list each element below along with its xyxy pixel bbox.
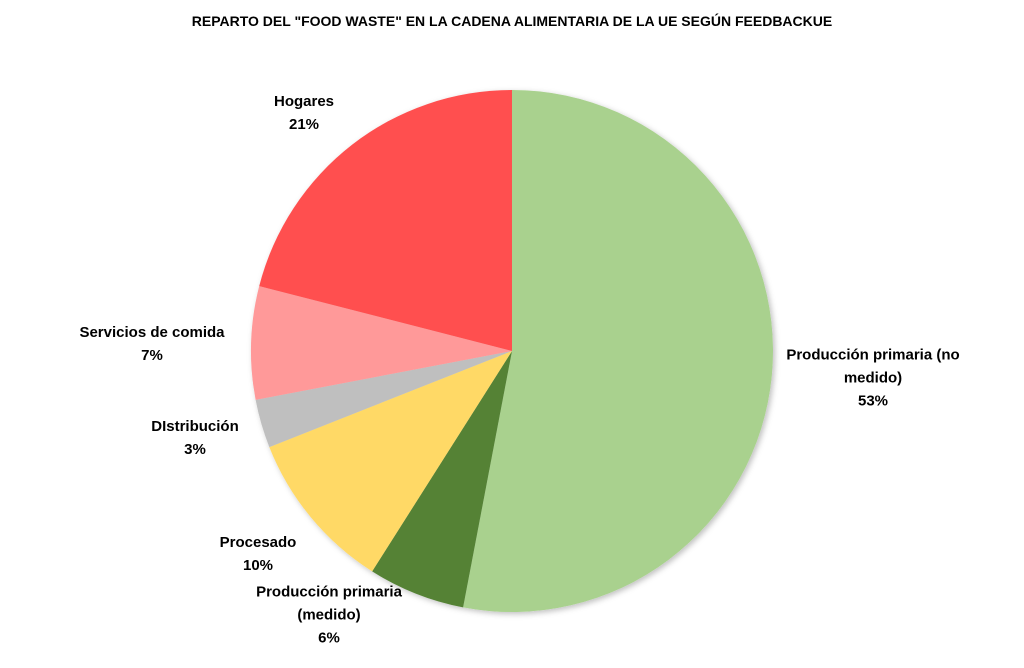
slice-label: Procesado 10% — [198, 531, 318, 577]
slice-label: Producción primaria (medido) 6% — [239, 581, 419, 650]
category-label: Hogares — [273, 93, 335, 110]
category-label: Producción primaria (no medido) — [786, 346, 960, 387]
slice-label: Servicios de comida 7% — [57, 321, 247, 367]
category-label: DIstribución — [151, 418, 239, 435]
value-label: 21% — [288, 116, 320, 133]
slice — [255, 351, 512, 448]
slice — [463, 90, 774, 612]
slice — [372, 351, 512, 608]
slices — [251, 90, 774, 612]
value-label: 6% — [318, 629, 340, 647]
value-label: 7% — [141, 347, 163, 364]
category-label: Servicios de comida — [79, 324, 225, 341]
chart-title: REPARTO DEL "FOOD WASTE" EN LA CADENA AL… — [191, 13, 833, 29]
slice — [251, 286, 513, 400]
value-label: 3% — [184, 441, 206, 458]
category-label: Producción primaria (medido) — [256, 583, 402, 624]
value-label: 53% — [857, 392, 889, 410]
value-label: 10% — [242, 557, 274, 574]
slice-label: Producción primaria (no medido) 53% — [783, 344, 963, 413]
category-label: Procesado — [219, 534, 297, 551]
slice — [259, 90, 512, 351]
slice-label: Hogares 21% — [244, 90, 364, 136]
slice — [269, 351, 512, 572]
slice-label: DIstribución 3% — [135, 415, 255, 461]
